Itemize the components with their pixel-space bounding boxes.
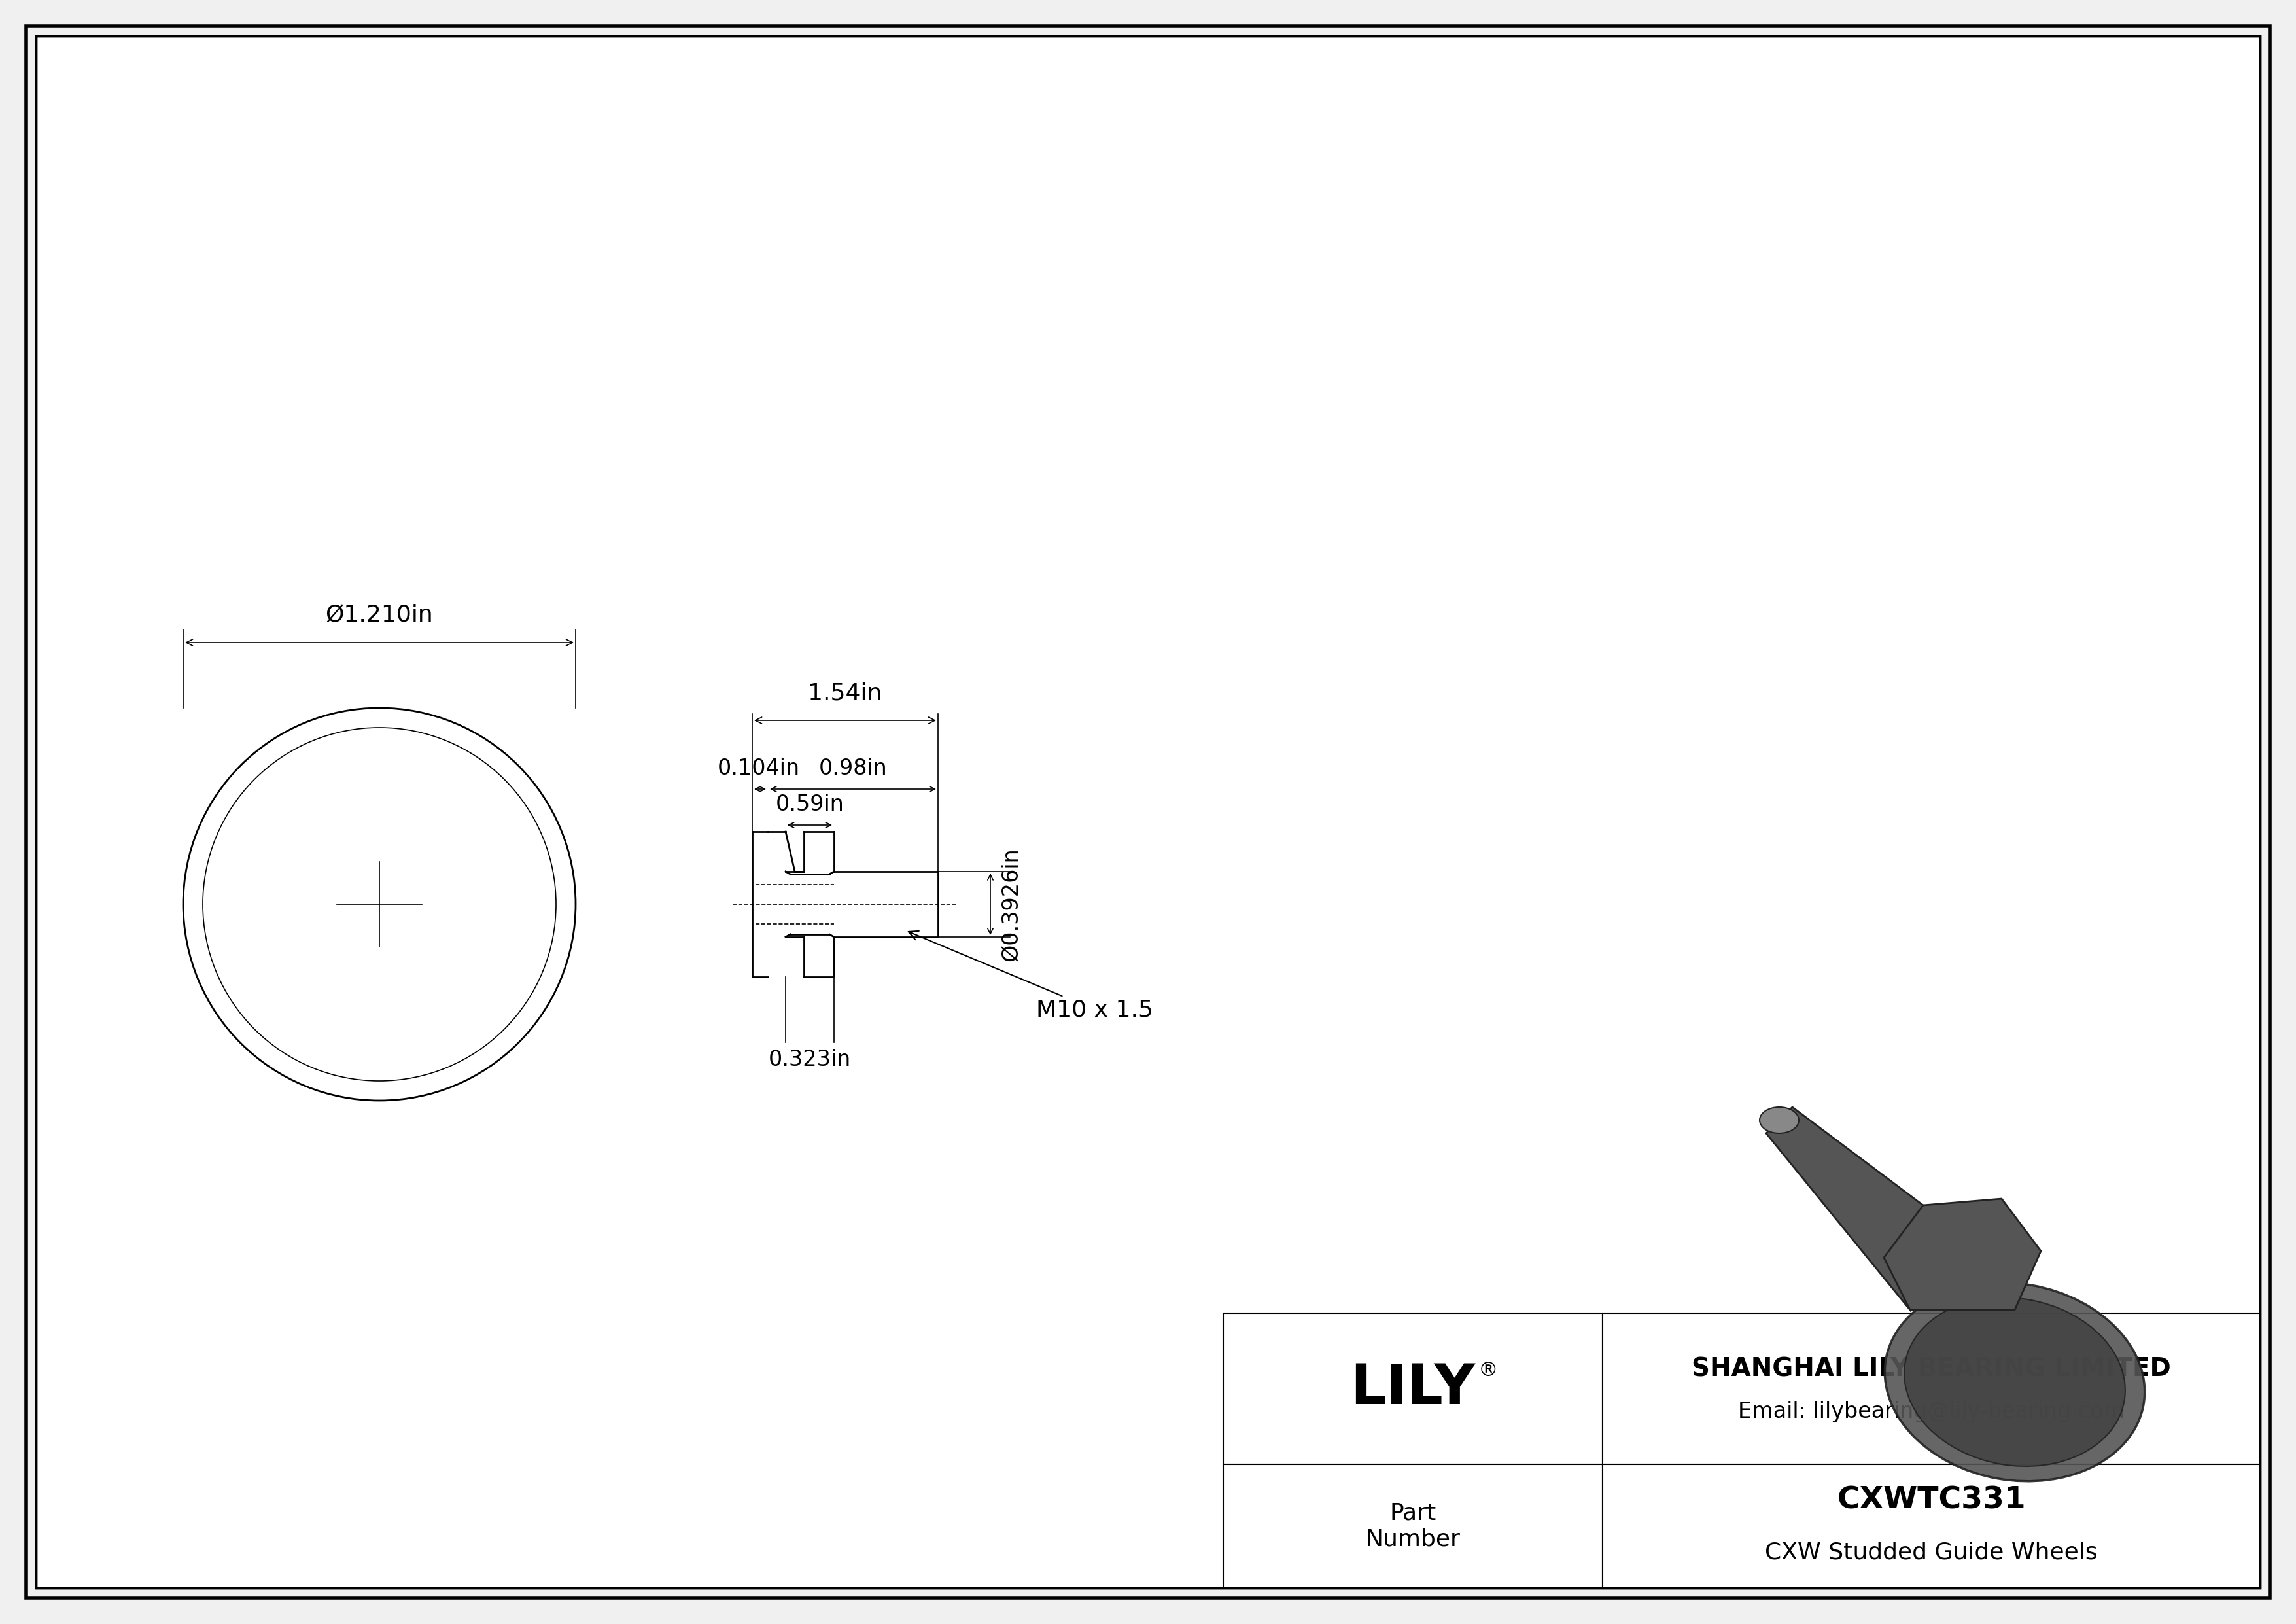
- Circle shape: [354, 879, 406, 931]
- Text: Part
Number: Part Number: [1366, 1502, 1460, 1551]
- Text: 0.323in: 0.323in: [769, 1049, 852, 1070]
- Ellipse shape: [1903, 1298, 2126, 1466]
- Ellipse shape: [1759, 1108, 1798, 1134]
- Text: Email: lilybearing@lily-bearing.com: Email: lilybearing@lily-bearing.com: [1738, 1402, 2124, 1423]
- Ellipse shape: [1885, 1283, 2144, 1481]
- Text: SHANGHAI LILY BEARING LIMITED: SHANGHAI LILY BEARING LIMITED: [1692, 1356, 2172, 1382]
- Polygon shape: [1885, 1199, 2041, 1311]
- Bar: [1224, 1314, 2259, 1588]
- Circle shape: [202, 728, 556, 1082]
- Text: M10 x 1.5: M10 x 1.5: [909, 931, 1153, 1021]
- Circle shape: [331, 856, 429, 953]
- Bar: [1224, 1314, 1603, 1465]
- Bar: [1603, 1314, 2259, 1465]
- Polygon shape: [1766, 1108, 1924, 1311]
- Text: 0.104in: 0.104in: [716, 758, 799, 780]
- Text: 0.98in: 0.98in: [820, 758, 886, 780]
- Text: LILY: LILY: [1350, 1361, 1476, 1416]
- Text: ®: ®: [1479, 1361, 1497, 1380]
- Polygon shape: [255, 760, 505, 1047]
- Text: CXWTC331: CXWTC331: [1837, 1486, 2025, 1515]
- Text: Ø0.3926in: Ø0.3926in: [1001, 848, 1022, 961]
- Bar: [1603, 1465, 2259, 1588]
- Text: Ø1.210in: Ø1.210in: [326, 604, 434, 627]
- Bar: [1224, 1465, 1603, 1588]
- Text: 1.54in: 1.54in: [808, 682, 882, 705]
- Text: 0.59in: 0.59in: [776, 794, 845, 815]
- Circle shape: [184, 708, 576, 1101]
- Text: CXW Studded Guide Wheels: CXW Studded Guide Wheels: [1766, 1541, 2099, 1564]
